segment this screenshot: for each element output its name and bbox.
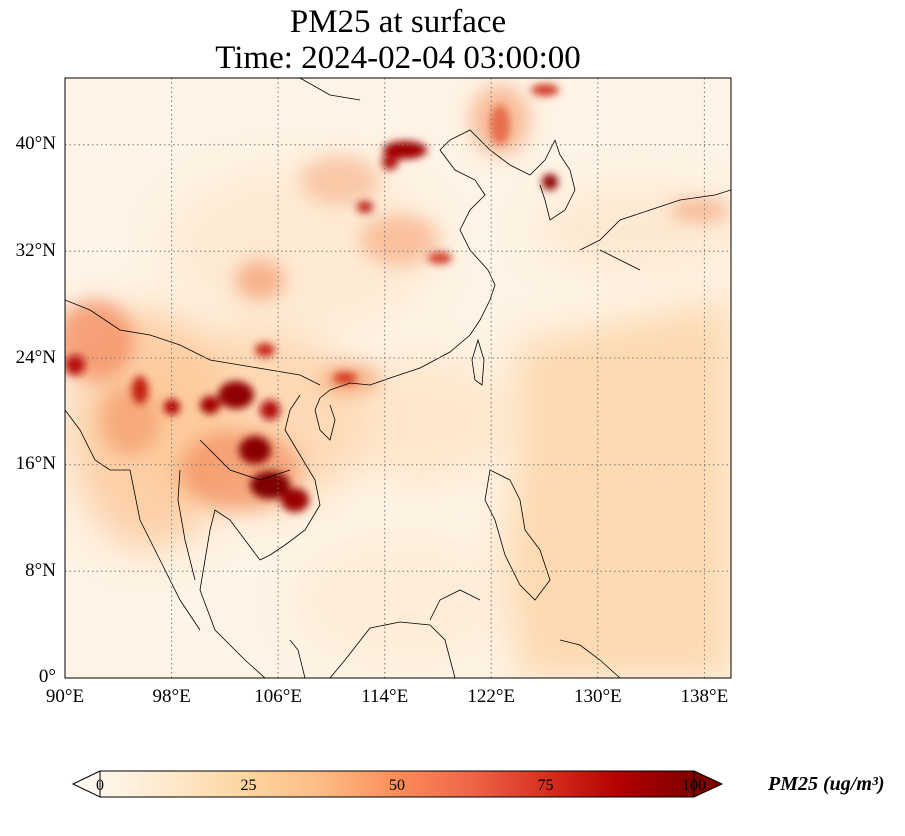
- lat-tick-label: 0°: [38, 666, 56, 687]
- map-subtitle-time: Time: 2024-02-04 03:00:00: [215, 40, 581, 76]
- map-title: PM25 at surface: [289, 4, 507, 40]
- lon-tick-label: 122°E: [467, 686, 516, 707]
- gridlines: [65, 78, 731, 678]
- colorbar-tick-label: 50: [389, 777, 405, 794]
- lat-tick-label: 24°N: [15, 347, 56, 368]
- colorbar-label: PM25 (ug/m³): [768, 773, 885, 795]
- colorbar-tick-label: 75: [537, 777, 554, 794]
- pm25-field: [65, 78, 731, 678]
- lon-tick-label: 138°E: [680, 686, 729, 707]
- colorbar-tick-label: 0: [96, 777, 104, 794]
- colorbar-tick-label: 100: [682, 777, 706, 794]
- lat-tick-label: 16°N: [15, 453, 56, 474]
- lon-tick-label: 106°E: [254, 686, 302, 707]
- colorbar-gradient: [100, 771, 694, 797]
- map-frame: [64, 77, 732, 679]
- lat-tick-label: 32°N: [15, 240, 56, 261]
- lon-tick-label: 98°E: [152, 686, 191, 707]
- lat-tick-label: 8°N: [25, 560, 56, 581]
- hotspots: [65, 84, 559, 512]
- colorbar-tick-label: 25: [240, 777, 257, 794]
- colorbar: [71, 770, 724, 798]
- lon-tick-label: 130°E: [573, 686, 622, 707]
- lon-tick-label: 114°E: [361, 686, 409, 707]
- lat-tick-label: 40°N: [15, 133, 56, 154]
- coastlines: [65, 78, 731, 678]
- lon-tick-label: 90°E: [45, 686, 85, 707]
